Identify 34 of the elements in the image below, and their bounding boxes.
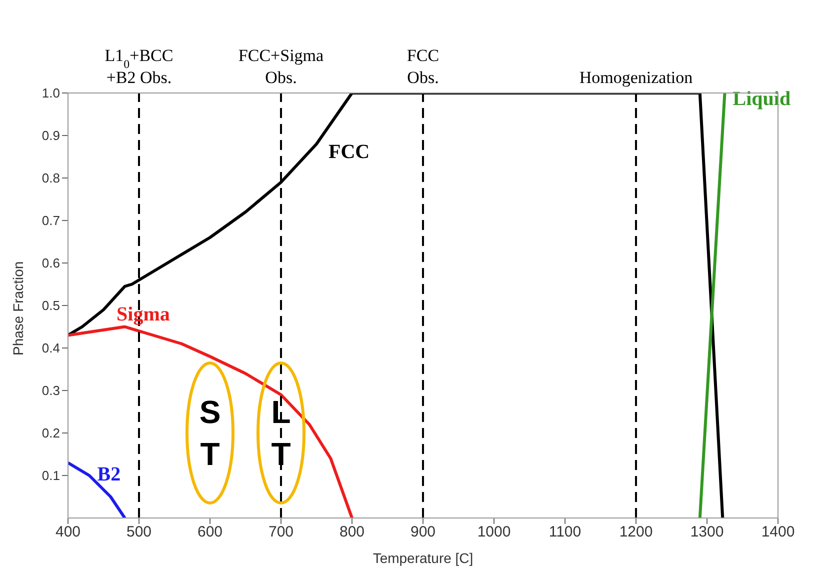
x-tick-label: 1400 — [761, 524, 795, 541]
line-series — [68, 325, 354, 518]
y-tick-label: 0.1 — [42, 468, 60, 484]
x-tick-label: 1000 — [477, 524, 511, 541]
series-label: Liquid — [732, 88, 791, 110]
y-tick-label: 0.7 — [42, 213, 60, 228]
y-tick-label: 0.5 — [42, 298, 60, 314]
x-tick-label: 700 — [268, 524, 294, 541]
y-tick-label: 0.9 — [42, 128, 60, 144]
ref-line-label: FCC+Sigma Obs. — [238, 46, 324, 87]
x-tick-label: 1200 — [619, 524, 653, 541]
x-tick-label: 900 — [410, 524, 436, 541]
y-tick-label: 0.2 — [42, 426, 60, 441]
x-tick-label: 600 — [197, 524, 223, 541]
ref-line-label: L1$_{0}$+BCC +B2 Obs. — [104, 46, 174, 87]
x-tick-label: 800 — [339, 524, 365, 541]
x-tick-label: 1100 — [548, 524, 582, 541]
y-tick-label: 1.0 — [42, 86, 60, 101]
ref-line-label: FCC Obs. — [406, 46, 440, 87]
y-tick-label: 0.8 — [42, 170, 60, 186]
x-axis-title: Temperature [C] — [372, 550, 474, 566]
y-tick-label: 0.4 — [42, 340, 60, 356]
y-tick-label: 0.6 — [42, 256, 60, 271]
series-label: Sigma — [116, 303, 170, 326]
x-tick-label: 1300 — [690, 524, 724, 541]
x-tick-label: 400 — [55, 524, 81, 541]
annotation: S T — [199, 394, 221, 472]
y-axis-title: Phase Fraction — [10, 261, 26, 356]
series-label: FCC — [328, 141, 370, 163]
ref-line-label: Homogenization — [579, 68, 694, 87]
y-tick-label: 0.3 — [42, 383, 60, 398]
series-label: B2 — [97, 464, 121, 486]
x-tick-label: 500 — [126, 524, 152, 541]
line-series — [68, 461, 126, 518]
